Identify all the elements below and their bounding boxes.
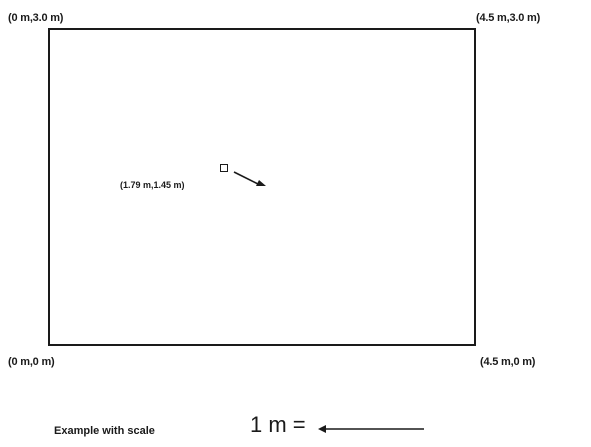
heading-arrow-icon — [233, 171, 266, 186]
room-boundary — [48, 28, 476, 346]
corner-label-top-left: (0 m,3.0 m) — [8, 12, 64, 24]
scale-arrow-icon — [318, 425, 424, 433]
scale-caption: Example with scale — [54, 425, 155, 437]
position-marker — [220, 164, 228, 172]
corner-label-top-right: (4.5 m,3.0 m) — [476, 12, 541, 24]
corner-label-bottom-right: (4.5 m,0 m) — [480, 356, 536, 368]
corner-label-bottom-left: (0 m,0 m) — [8, 356, 55, 368]
position-label: (1.79 m,1.45 m) — [120, 180, 185, 190]
scale-value: 1 m = — [250, 412, 306, 437]
